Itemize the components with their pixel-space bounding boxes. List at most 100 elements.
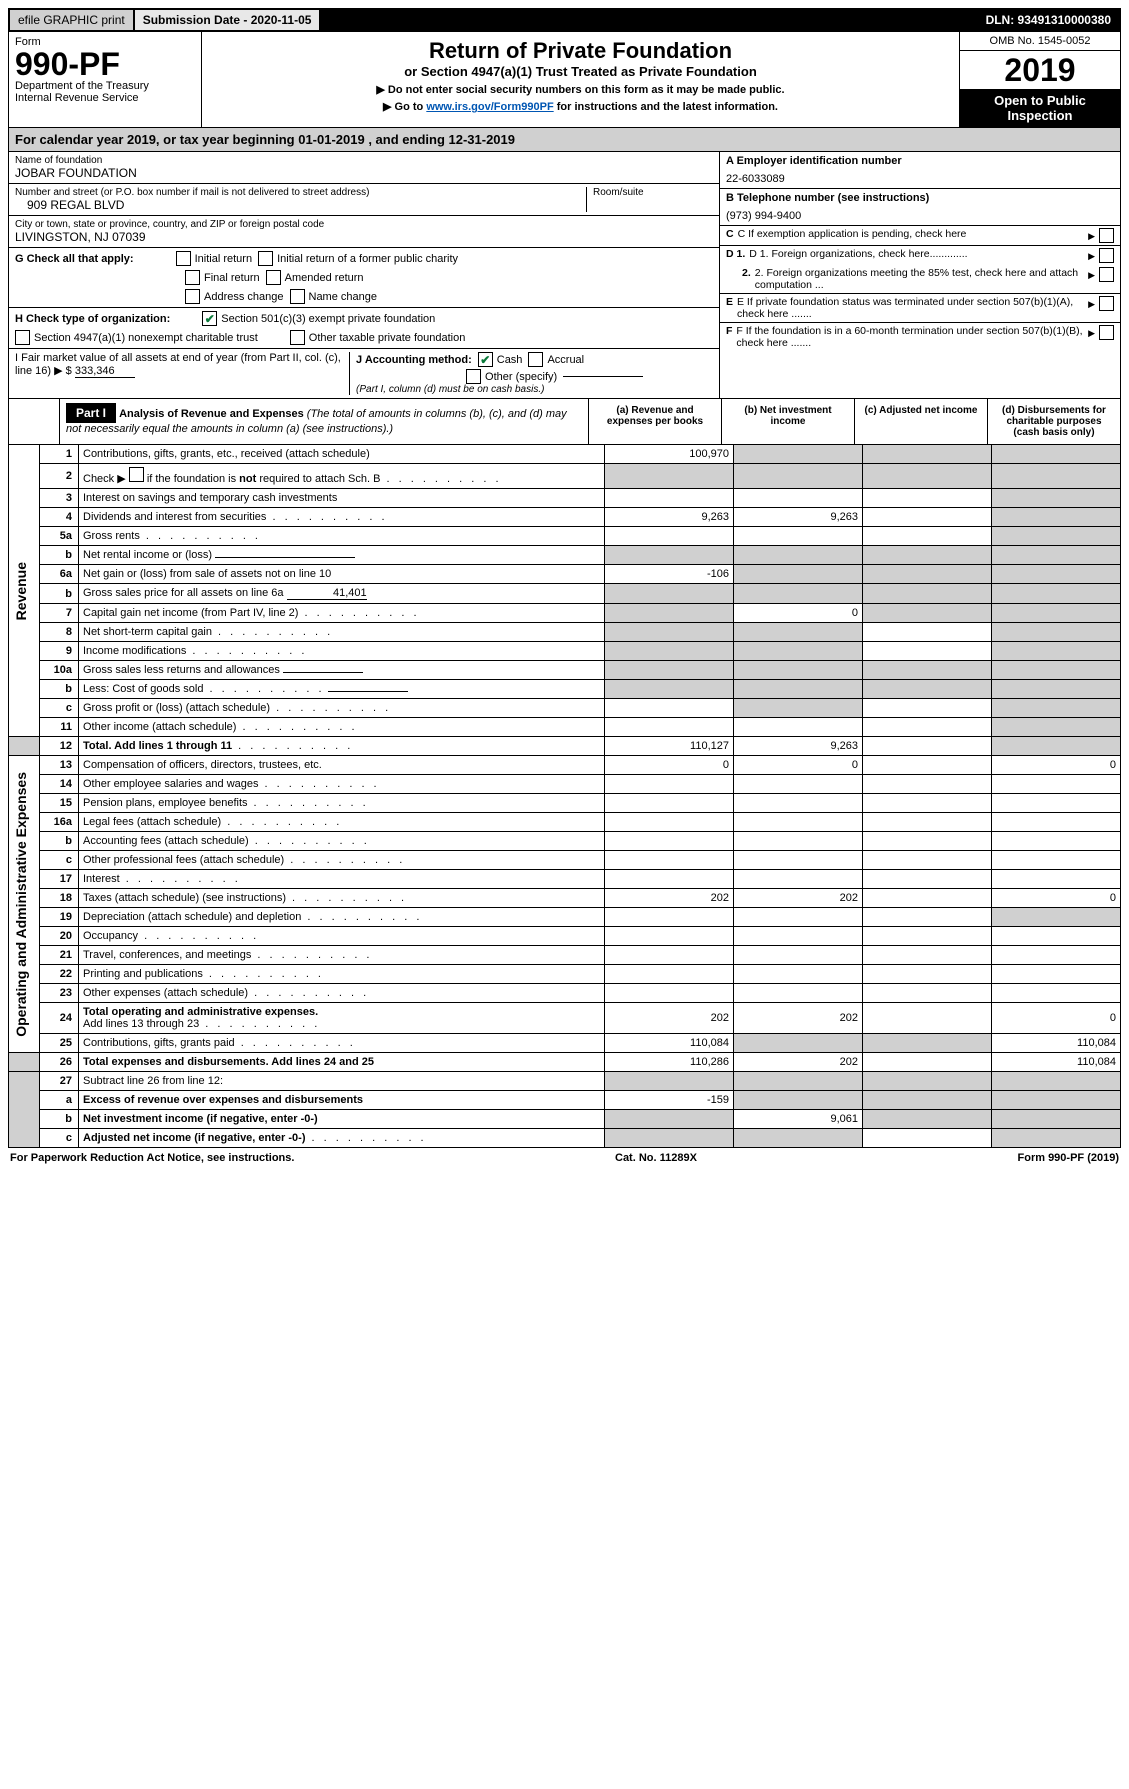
efile-label: efile GRAPHIC print: [10, 10, 135, 30]
calendar-year-row: For calendar year 2019, or tax year begi…: [8, 128, 1121, 152]
form-number: 990-PF: [15, 48, 195, 80]
ein-cell: A Employer identification number 22-6033…: [720, 152, 1120, 189]
city-state-zip: LIVINGSTON, NJ 07039: [15, 230, 713, 244]
e-terminated: EE If private foundation status was term…: [720, 294, 1120, 323]
col-a-head: (a) Revenue and expenses per books: [588, 399, 721, 444]
row-23: 23Other expenses (attach schedule): [9, 984, 1121, 1003]
row-17: 17Interest: [9, 870, 1121, 889]
fmv-value: 333,346: [75, 365, 135, 378]
row-1: Revenue 1Contributions, gifts, grants, e…: [9, 445, 1121, 464]
revenue-side: Revenue: [13, 562, 29, 620]
submission-date: Submission Date - 2020-11-05: [135, 10, 322, 30]
street-address: 909 REGAL BLVD: [15, 198, 586, 212]
phone-cell: B Telephone number (see instructions) (9…: [720, 189, 1120, 226]
row-21: 21Travel, conferences, and meetings: [9, 946, 1121, 965]
cb-501c3[interactable]: Section 501(c)(3) exempt private foundat…: [202, 311, 435, 326]
note-2: ▶ Go to www.irs.gov/Form990PF for instru…: [208, 100, 953, 113]
row-14: 14Other employee salaries and wages: [9, 775, 1121, 794]
dln-number: DLN: 93491310000380: [978, 10, 1119, 30]
col-c-head: (c) Adjusted net income: [854, 399, 987, 444]
cb-sch-b[interactable]: [129, 467, 144, 482]
row-9: 9Income modifications: [9, 642, 1121, 661]
row-20: 20Occupancy: [9, 927, 1121, 946]
cb-cash[interactable]: Cash: [478, 352, 523, 367]
row-10b: bLess: Cost of goods sold: [9, 680, 1121, 699]
row-25: 25Contributions, gifts, grants paid 110,…: [9, 1034, 1121, 1053]
cb-initial-return[interactable]: Initial return: [176, 251, 252, 266]
cb-amended-return[interactable]: Amended return: [266, 270, 364, 285]
addr-cell: Number and street (or P.O. box number if…: [9, 184, 719, 216]
row-16b: bAccounting fees (attach schedule): [9, 832, 1121, 851]
city-cell: City or town, state or province, country…: [9, 216, 719, 248]
irs-label: Internal Revenue Service: [15, 92, 195, 104]
j-label: J Accounting method:: [356, 354, 472, 366]
irs-link[interactable]: www.irs.gov/Form990PF: [426, 101, 553, 113]
cb-address-change[interactable]: Address change: [185, 289, 284, 304]
row-5b: bNet rental income or (loss): [9, 546, 1121, 565]
room-cell: Room/suite: [586, 187, 713, 212]
cb-other-taxable[interactable]: Other taxable private foundation: [290, 330, 466, 345]
row-27c: cAdjusted net income (if negative, enter…: [9, 1129, 1121, 1148]
cb-final-return[interactable]: Final return: [185, 270, 260, 285]
row-24: 24Total operating and administrative exp…: [9, 1003, 1121, 1034]
top-bar: efile GRAPHIC print Submission Date - 20…: [8, 8, 1121, 32]
omb-number: OMB No. 1545-0052: [960, 32, 1120, 51]
col-b-head: (b) Net investment income: [721, 399, 854, 444]
h-label: H Check type of organization:: [15, 313, 170, 325]
d-foreign: D 1.D 1. Foreign organizations, check he…: [720, 246, 1120, 294]
row-2: 2Check ▶ if the foundation is not requir…: [9, 464, 1121, 489]
row-18: 18Taxes (attach schedule) (see instructi…: [9, 889, 1121, 908]
row-12: 12Total. Add lines 1 through 11 110,1279…: [9, 737, 1121, 756]
dept-label: Department of the Treasury: [15, 80, 195, 92]
cb-c[interactable]: [1099, 228, 1114, 243]
cb-d2[interactable]: [1099, 267, 1114, 282]
phone-value: (973) 994-9400: [726, 210, 1114, 222]
info-left: Name of foundation JOBAR FOUNDATION Numb…: [9, 152, 719, 398]
row-5a: 5aGross rents: [9, 527, 1121, 546]
row-26: 26Total expenses and disbursements. Add …: [9, 1053, 1121, 1072]
cb-other-method[interactable]: Other (specify): [466, 369, 557, 384]
row-6b: bGross sales price for all assets on lin…: [9, 584, 1121, 604]
row-27b: bNet investment income (if negative, ent…: [9, 1110, 1121, 1129]
row-15: 15Pension plans, employee benefits: [9, 794, 1121, 813]
tax-year: 2019: [960, 51, 1120, 89]
part1-header-row: Part I Analysis of Revenue and Expenses …: [8, 399, 1121, 445]
row-8: 8Net short-term capital gain: [9, 623, 1121, 642]
cb-d1[interactable]: [1099, 248, 1114, 263]
i-label: I Fair market value of all assets at end…: [15, 352, 341, 377]
name-cell: Name of foundation JOBAR FOUNDATION: [9, 152, 719, 184]
info-section: Name of foundation JOBAR FOUNDATION Numb…: [8, 152, 1121, 399]
footer-mid: Cat. No. 11289X: [615, 1152, 697, 1164]
row-13: Operating and Administrative Expenses 13…: [9, 756, 1121, 775]
row-3: 3Interest on savings and temporary cash …: [9, 489, 1121, 508]
row-16a: 16aLegal fees (attach schedule): [9, 813, 1121, 832]
form-subtitle: or Section 4947(a)(1) Trust Treated as P…: [208, 64, 953, 79]
row-27a: aExcess of revenue over expenses and dis…: [9, 1091, 1121, 1110]
col-d-head: (d) Disbursements for charitable purpose…: [987, 399, 1120, 444]
cb-initial-former[interactable]: Initial return of a former public charit…: [258, 251, 458, 266]
part1-title: Part I Analysis of Revenue and Expenses …: [60, 399, 588, 444]
cb-4947[interactable]: Section 4947(a)(1) nonexempt charitable …: [15, 330, 258, 345]
open-to-public: Open to Public Inspection: [960, 89, 1120, 127]
part1-table: Revenue 1Contributions, gifts, grants, e…: [8, 445, 1121, 1148]
row-7: 7Capital gain net income (from Part IV, …: [9, 604, 1121, 623]
cb-accrual[interactable]: Accrual: [528, 352, 584, 367]
row-10a: 10aGross sales less returns and allowanc…: [9, 661, 1121, 680]
cb-name-change[interactable]: Name change: [290, 289, 378, 304]
row-27: 27Subtract line 26 from line 12:: [9, 1072, 1121, 1091]
header-right: OMB No. 1545-0052 2019 Open to Public In…: [959, 32, 1120, 127]
section-g: G Check all that apply: Initial return I…: [9, 248, 719, 308]
foundation-name: JOBAR FOUNDATION: [15, 166, 713, 180]
g-label: G Check all that apply:: [15, 253, 134, 265]
cb-f[interactable]: [1099, 325, 1114, 340]
header-center: Return of Private Foundation or Section …: [202, 32, 959, 127]
section-h: H Check type of organization: Section 50…: [9, 308, 719, 349]
row-4: 4Dividends and interest from securities …: [9, 508, 1121, 527]
cb-e[interactable]: [1099, 296, 1114, 311]
row-6a: 6aNet gain or (loss) from sale of assets…: [9, 565, 1121, 584]
form-title: Return of Private Foundation: [208, 38, 953, 64]
ein-value: 22-6033089: [726, 173, 1114, 185]
section-ij: I Fair market value of all assets at end…: [9, 349, 719, 398]
row-10c: cGross profit or (loss) (attach schedule…: [9, 699, 1121, 718]
header-left: Form 990-PF Department of the Treasury I…: [9, 32, 202, 127]
